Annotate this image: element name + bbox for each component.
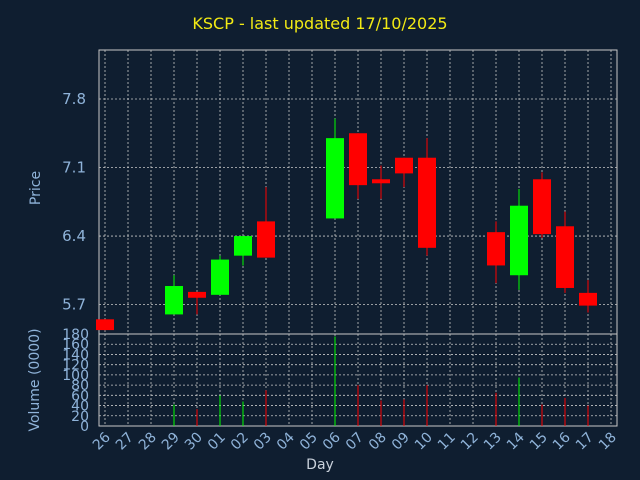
x-tick-label: 04 [274, 429, 298, 453]
candle-body [487, 232, 505, 266]
x-tick-label: 07 [343, 430, 367, 454]
candle-body [96, 319, 114, 331]
x-tick-label: 02 [228, 430, 252, 454]
candle-body [579, 292, 597, 306]
x-tick-label: 06 [320, 429, 344, 453]
candle-body [418, 157, 436, 248]
x-tick-label: 12 [458, 430, 482, 454]
chart-title: KSCP - last updated 17/10/2025 [192, 14, 448, 33]
x-tick-label: 26 [90, 429, 114, 453]
x-tick-label: 17 [573, 430, 597, 454]
x-tick-label: 05 [297, 430, 321, 454]
candle-body [556, 226, 574, 288]
x-tick-label: 01 [205, 430, 229, 454]
candle-body [349, 133, 367, 186]
x-tick-label: 29 [159, 430, 183, 454]
x-tick-label: 28 [136, 430, 160, 454]
volume-tick-label: 60 [71, 388, 89, 404]
candle-body [211, 259, 229, 295]
candle-body [510, 205, 528, 276]
candle-body [188, 291, 206, 298]
candle-body [165, 286, 183, 315]
candle-body [372, 179, 390, 184]
price-tick-label: 7.8 [62, 90, 86, 108]
candle-body [234, 236, 252, 256]
volume-tick-label: 140 [62, 347, 89, 363]
volume-tick-label: 40 [71, 399, 89, 415]
x-tick-label: 09 [389, 430, 413, 454]
price-tick-label: 5.7 [62, 296, 86, 314]
x-tick-label: 18 [596, 430, 620, 454]
x-tick-label: 30 [182, 430, 206, 454]
volume-tick-label: 180 [62, 327, 89, 343]
candle-body [326, 138, 344, 219]
candle-body [533, 179, 551, 235]
x-tick-label: 03 [251, 430, 275, 454]
x-tick-label: 27 [113, 430, 137, 454]
volume-tick-label: 100 [62, 368, 89, 384]
x-tick-label: 10 [412, 430, 436, 454]
candle-body [257, 221, 275, 258]
volume-tick-label: 20 [71, 409, 89, 425]
volume-tick-label: 120 [62, 358, 89, 374]
volume-tick-label: 0 [80, 419, 89, 435]
price-tick-label: 7.1 [62, 159, 86, 177]
x-tick-label: 16 [550, 429, 574, 453]
x-axis-label: Day [306, 457, 334, 473]
x-tick-label: 15 [527, 430, 551, 454]
x-tick-label: 14 [504, 429, 528, 453]
candle-body [395, 157, 413, 174]
price-tick-label: 6.4 [62, 227, 86, 245]
x-tick-label: 08 [366, 430, 390, 454]
x-tick-label: 13 [481, 430, 505, 454]
x-tick-label: 11 [435, 430, 459, 454]
volume-tick-label: 160 [62, 337, 89, 353]
volume-tick-label: 80 [71, 378, 89, 394]
